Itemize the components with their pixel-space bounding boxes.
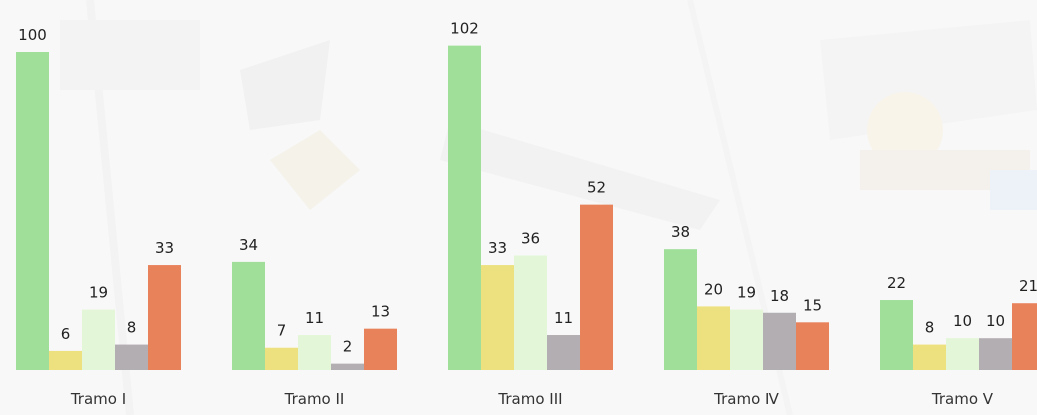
data-label: 11 xyxy=(305,309,324,327)
data-label: 15 xyxy=(803,296,822,314)
category-label: Tramo II xyxy=(284,390,345,408)
labels-layer: 100 6 19 8 33 Tramo I 34 7 11 2 13 Tramo II 102 33 36 1… xyxy=(18,20,1037,408)
data-label: 13 xyxy=(371,303,390,321)
data-label: 22 xyxy=(887,274,906,292)
bar xyxy=(331,363,364,370)
data-label: 10 xyxy=(986,312,1005,330)
data-label: 19 xyxy=(89,284,108,302)
category-label: Tramo V xyxy=(931,390,994,408)
data-label: 33 xyxy=(155,239,174,257)
data-label: 38 xyxy=(671,223,690,241)
bar xyxy=(946,338,979,370)
data-label: 21 xyxy=(1019,277,1037,295)
data-label: 7 xyxy=(277,322,287,340)
bar xyxy=(1012,303,1037,370)
bar xyxy=(364,328,397,370)
bar xyxy=(697,306,730,370)
data-label: 34 xyxy=(239,236,258,254)
bar xyxy=(913,344,946,370)
data-label: 8 xyxy=(925,319,935,337)
data-label: 6 xyxy=(61,325,71,343)
bar xyxy=(82,309,115,370)
data-label: 10 xyxy=(953,312,972,330)
data-label: 20 xyxy=(704,280,723,298)
data-label: 18 xyxy=(770,287,789,305)
bar xyxy=(664,249,697,370)
bar xyxy=(115,344,148,370)
bar xyxy=(880,300,913,370)
data-label: 102 xyxy=(450,20,479,38)
data-label: 33 xyxy=(488,239,507,257)
bar xyxy=(514,255,547,370)
bar xyxy=(979,338,1012,370)
data-label: 36 xyxy=(521,230,540,248)
data-label: 8 xyxy=(127,319,137,337)
data-label: 2 xyxy=(343,338,353,356)
bar xyxy=(148,265,181,370)
bar xyxy=(49,350,82,370)
data-label: 11 xyxy=(554,309,573,327)
bar xyxy=(298,335,331,370)
data-label: 100 xyxy=(18,26,47,44)
bar xyxy=(16,52,49,370)
bar xyxy=(580,204,613,370)
bar xyxy=(265,347,298,370)
category-label: Tramo III xyxy=(497,390,562,408)
data-label: 19 xyxy=(737,284,756,302)
bars-layer xyxy=(16,45,1037,370)
data-label: 52 xyxy=(587,179,606,197)
category-label: Tramo I xyxy=(70,390,126,408)
bar xyxy=(730,309,763,370)
bar xyxy=(448,45,481,370)
category-label: Tramo Ⅳ xyxy=(713,390,779,408)
bar xyxy=(547,335,580,370)
bar xyxy=(481,265,514,370)
bar xyxy=(232,261,265,370)
bar xyxy=(763,312,796,370)
bar xyxy=(796,322,829,370)
